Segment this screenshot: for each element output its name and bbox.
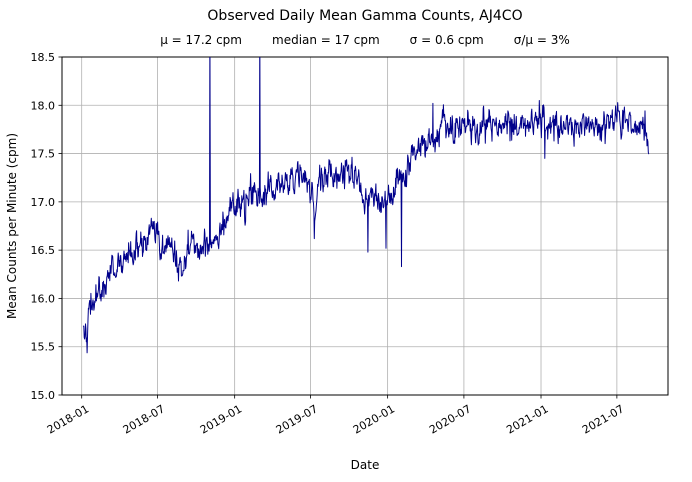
chart-title: Observed Daily Mean Gamma Counts, AJ4CO — [207, 8, 523, 24]
axis-ticks: 15.0 15.5 16.0 16.5 17.0 17.5 18.0 18.5 2018-01 2… — [31, 51, 627, 437]
stat-sigma-mu: σ/μ = 3% — [513, 33, 570, 47]
x-tick-label: 2020-07 — [427, 402, 473, 436]
stat-median: median = 17 cpm — [272, 33, 380, 47]
x-tick-label: 2019-07 — [274, 402, 320, 436]
y-tick-label: 15.5 — [31, 341, 56, 354]
gamma-counts-line — [82, 57, 650, 354]
y-tick-label: 16.0 — [31, 292, 56, 305]
y-tick-label: 16.5 — [31, 244, 56, 257]
stat-mean: μ = 17.2 cpm — [160, 33, 242, 47]
x-tick-label: 2018-01 — [45, 402, 91, 436]
y-tick-label: 18.5 — [31, 51, 56, 64]
y-axis-label: Mean Counts per Minute (cpm) — [5, 133, 19, 319]
y-tick-label: 17.5 — [31, 148, 56, 161]
y-tick-label: 18.0 — [31, 99, 56, 112]
x-axis-label: Date — [351, 458, 380, 472]
x-tick-label: 2020-01 — [351, 402, 397, 436]
x-tick-label: 2021-01 — [504, 402, 550, 436]
y-tick-label: 15.0 — [31, 389, 56, 402]
x-tick-label: 2019-01 — [198, 402, 244, 436]
stat-sigma: σ = 0.6 cpm — [409, 33, 484, 47]
y-tick-label: 17.0 — [31, 196, 56, 209]
plot-border — [61, 56, 669, 396]
chart-stats-row: μ = 17.2 cpm median = 17 cpm σ = 0.6 cpm… — [62, 33, 668, 48]
x-tick-label: 2021-07 — [580, 402, 626, 436]
x-tick-label: 2018-07 — [121, 402, 167, 436]
